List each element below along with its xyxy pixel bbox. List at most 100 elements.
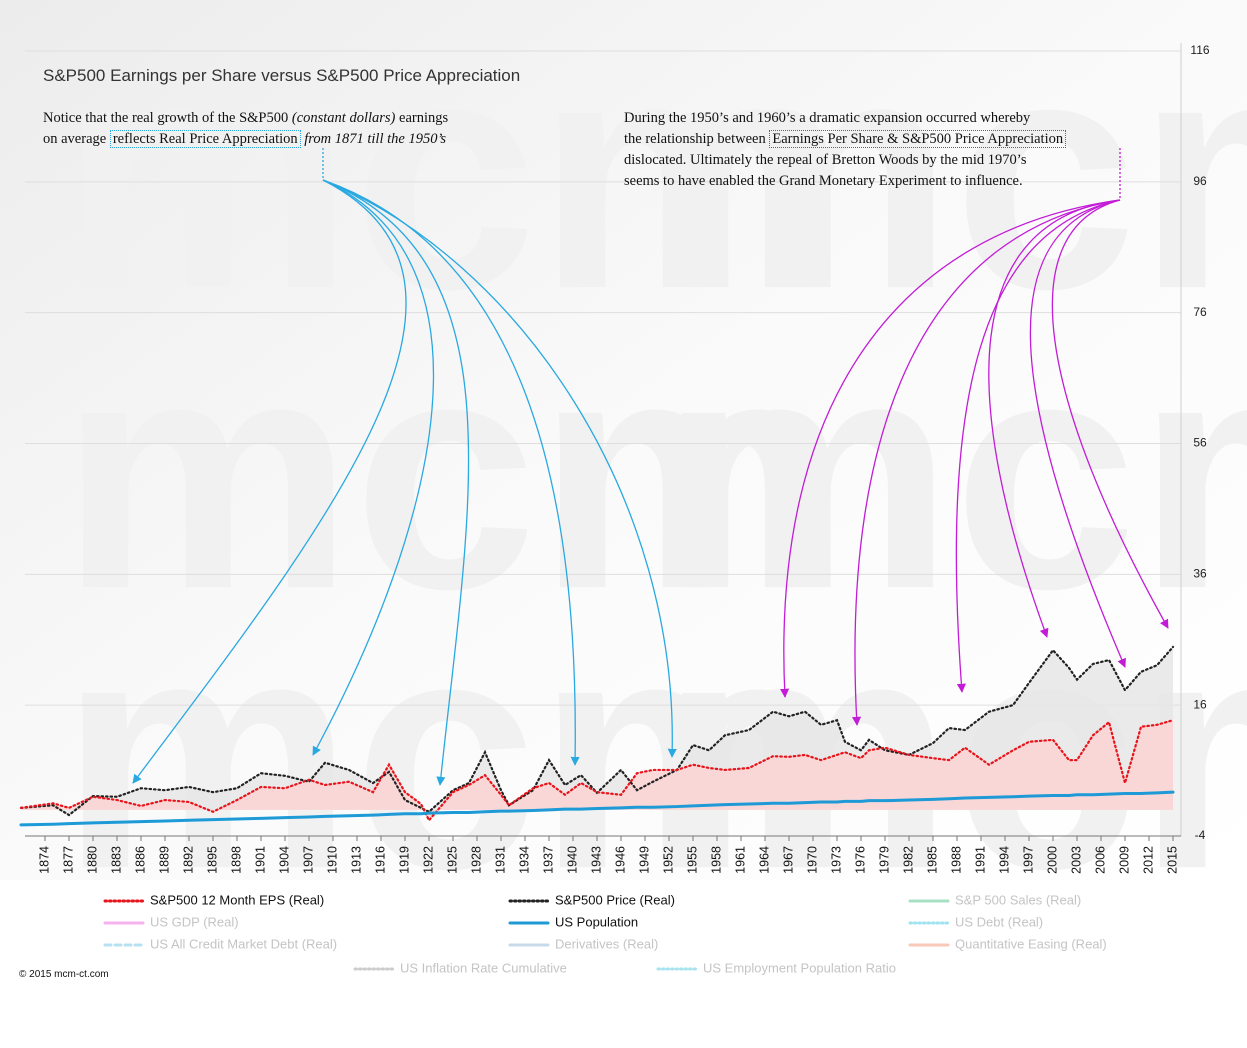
arrow (132, 179, 407, 784)
x-tick-label: 2015 (1165, 846, 1179, 874)
note-right: During the 1950’s and 1960’s a dramatic … (624, 108, 1067, 192)
x-tick-label: 1901 (253, 846, 267, 874)
arrow (1051, 199, 1169, 629)
legend-label: US GDP (Real) (150, 914, 239, 929)
x-tick-label: 1925 (445, 846, 459, 874)
series-line (19, 790, 1175, 827)
legend: S&P500 12 Month EPS (Real) S&P500 Price (… (103, 892, 1107, 975)
x-tick-label: 1934 (517, 846, 531, 874)
note-text: from 1871 till the 1950’s (304, 131, 447, 147)
x-tick-label: 1985 (925, 846, 939, 874)
note-text: Notice that the real growth of the S&P50… (43, 110, 289, 126)
x-tick-label: 1928 (469, 846, 483, 874)
x-tick-label: 1943 (589, 846, 603, 874)
y-tick-label: 116 (1190, 43, 1209, 57)
x-tick-label: 1967 (781, 846, 795, 874)
note-text: on average (43, 131, 107, 147)
x-tick-label: 2003 (1069, 846, 1083, 874)
chart-title: S&P500 Earnings per Share versus S&P500 … (43, 66, 521, 85)
arrow (1029, 199, 1126, 668)
note-text: During the 1950’s and 1960’s a dramatic … (624, 110, 1031, 126)
legend-label: US All Credit Market Debt (Real) (150, 936, 337, 951)
legend-label: US Population (555, 914, 638, 929)
note-text: earnings (399, 110, 449, 126)
note-text: seems to have enabled the Grand Monetary… (624, 173, 1023, 189)
x-tick-label: 1952 (661, 846, 675, 874)
x-tick-label: 1982 (901, 846, 915, 874)
x-tick-label: 1913 (349, 846, 363, 874)
x-tick-label: 1922 (421, 846, 435, 874)
x-tick-label: 1880 (85, 846, 99, 874)
y-tick-label: -4 (1195, 828, 1206, 842)
x-tick-label: 1874 (37, 846, 51, 874)
x-tick-label: 1919 (397, 846, 411, 874)
legend-label: US Inflation Rate Cumulative (400, 960, 567, 975)
legend-label: US Employment Population Ratio (703, 960, 896, 975)
arrow (322, 179, 470, 786)
legend-label: US Debt (Real) (955, 914, 1043, 929)
x-tick-label: 1976 (853, 846, 867, 874)
watermark-text: mcm (60, 0, 830, 357)
x-tick-label: 1964 (757, 846, 771, 874)
note-highlight: reflects Real Price Appreciation (109, 130, 301, 148)
x-tick-label: 2000 (1045, 846, 1059, 874)
x-tick-label: 1955 (685, 846, 699, 874)
x-tick-label: 2006 (1093, 846, 1107, 874)
x-tick-label: 2012 (1141, 846, 1155, 874)
legend-label: S&P 500 Sales (Real) (955, 892, 1081, 907)
x-tick-label: 1886 (133, 846, 147, 874)
watermark-text: mcm (60, 288, 830, 657)
area (21, 720, 1173, 821)
x-tick-label: 1889 (157, 846, 171, 874)
watermark: mcm mcm mcm mcm mcm mcm (60, 0, 1247, 937)
y-tick-label: 96 (1193, 174, 1207, 188)
x-tick-label: 1916 (373, 846, 387, 874)
x-tick-label: 1910 (325, 846, 339, 874)
x-tick-label: 1994 (997, 846, 1011, 874)
x-tick-label: 1907 (301, 846, 315, 874)
y-tick-label: 36 (1193, 567, 1207, 581)
x-tick-label: 1970 (805, 846, 819, 874)
legend-label: S&P500 12 Month EPS (Real) (150, 892, 324, 907)
x-tick-label: 2009 (1117, 846, 1131, 874)
arrow (955, 199, 1121, 693)
magenta-arrows (780, 148, 1169, 726)
x-tick-label: 1892 (181, 846, 195, 874)
x-tick-label: 1946 (613, 846, 627, 874)
note-left: Notice that the real growth of the S&P50… (43, 108, 448, 150)
arrow (780, 199, 1121, 698)
x-tick-label: 1940 (565, 846, 579, 874)
legend-label: Derivatives (Real) (555, 936, 658, 951)
y-tick-label: 76 (1193, 305, 1207, 319)
watermark-text: mcm (660, 288, 1247, 657)
x-tick-label: 1991 (973, 846, 987, 874)
x-tick-label: 1988 (949, 846, 963, 874)
series-line (19, 719, 1175, 823)
arrow (852, 199, 1121, 726)
watermark-text: mcm (660, 0, 1247, 357)
note-text: dislocated. Ultimately the repeal of Bre… (624, 152, 1027, 168)
x-tick-label: 1904 (277, 846, 291, 874)
x-tick-label: 1961 (733, 846, 747, 874)
y-tick-label: 56 (1193, 436, 1207, 450)
x-tick-label: 1877 (61, 846, 75, 874)
x-tick-label: 1931 (493, 846, 507, 874)
x-tick-label: 1898 (229, 846, 243, 874)
x-tick-label: 1979 (877, 846, 891, 874)
y-tick-label: 16 (1193, 697, 1207, 711)
arrow (988, 199, 1121, 638)
note-text: (constant dollars) (291, 110, 396, 126)
blue-arrows (132, 148, 677, 786)
legend-label: S&P500 Price (Real) (555, 892, 675, 907)
arrow (322, 179, 677, 758)
x-tick-label: 1895 (205, 846, 219, 874)
copyright: © 2015 mcm-ct.com (19, 969, 109, 980)
x-tick-label: 1997 (1021, 846, 1035, 874)
note-text: the relationship between (624, 131, 766, 147)
x-tick-label: 1883 (109, 846, 123, 874)
x-tick-label: 1937 (541, 846, 555, 874)
note-highlight: Earnings Per Share & S&P500 Price Apprec… (769, 130, 1067, 148)
x-tick-label: 1949 (637, 846, 651, 874)
